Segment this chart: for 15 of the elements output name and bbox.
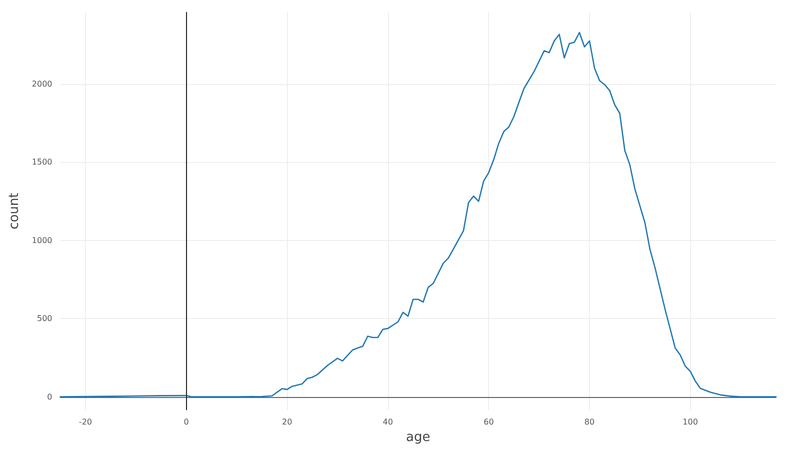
x-tick-label: 20 — [282, 418, 292, 427]
x-tick-label: -20 — [78, 418, 92, 427]
y-tick-label: 1500 — [32, 158, 52, 167]
y-axis-title: count — [7, 192, 22, 230]
x-axis-title: age — [406, 430, 430, 445]
y-tick-label: 2000 — [32, 79, 52, 88]
x-tick-label: 100 — [682, 418, 698, 427]
y-tick-label: 500 — [36, 314, 52, 324]
y-tick-label: 1000 — [32, 236, 52, 245]
x-tick-label: 0 — [184, 418, 189, 427]
line-series — [60, 32, 777, 398]
x-tick-label: 40 — [382, 418, 393, 427]
y-tick-label: 0 — [47, 392, 52, 402]
x-tick-label: 80 — [584, 418, 595, 427]
x-tick-label: 60 — [484, 418, 494, 427]
